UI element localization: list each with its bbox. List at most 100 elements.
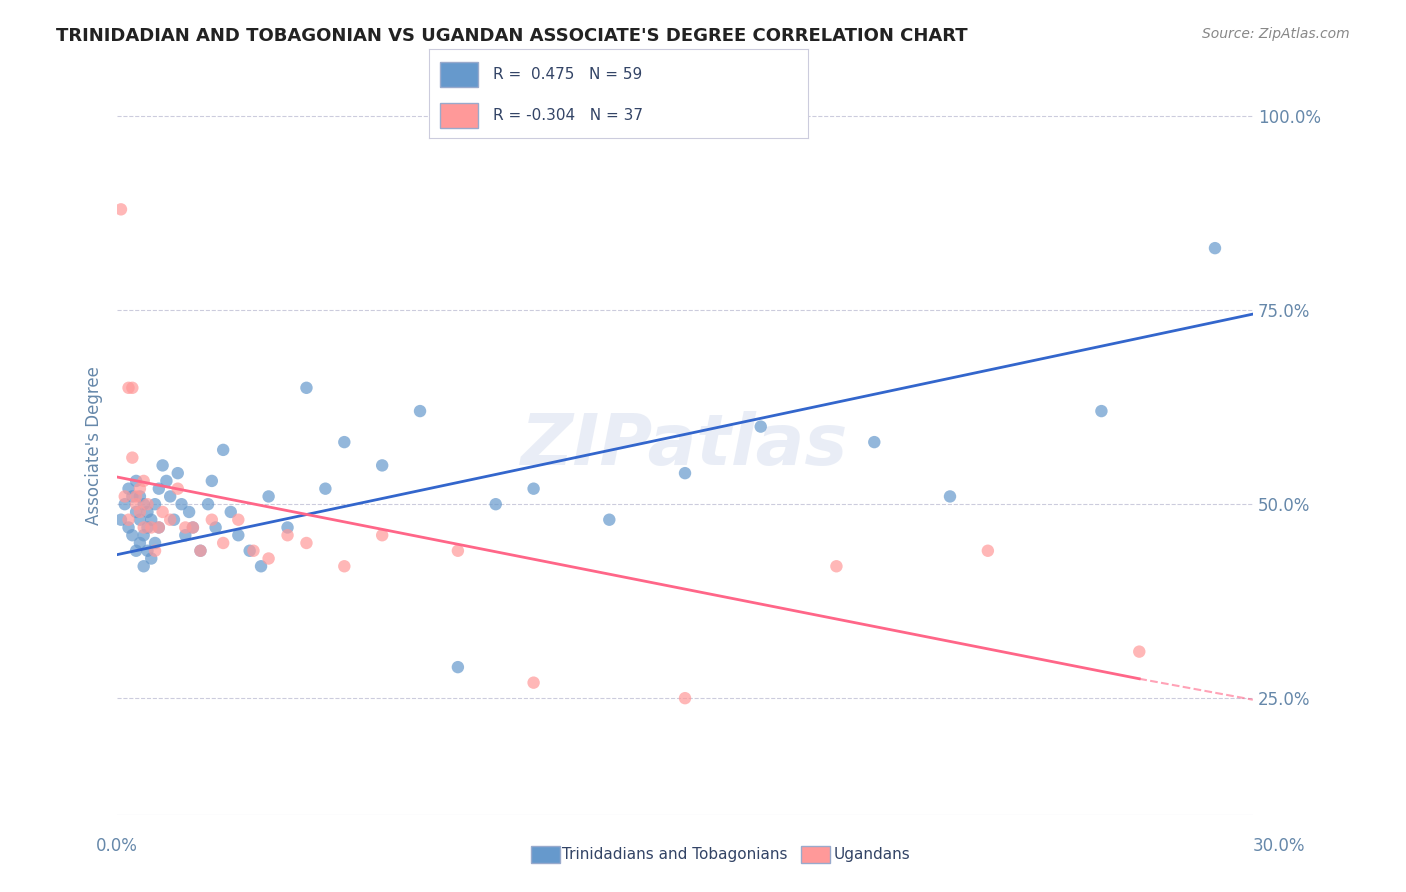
Point: [125, 474, 148, 488]
Point: [143, 536, 166, 550]
Point: [257, 490, 280, 504]
Point: [159, 513, 181, 527]
Point: [201, 474, 224, 488]
Point: [523, 675, 546, 690]
Point: [250, 559, 273, 574]
Text: Trinidadians and Tobagonians: Trinidadians and Tobagonians: [562, 847, 787, 862]
Point: [125, 505, 148, 519]
Point: [447, 660, 470, 674]
Point: [125, 543, 148, 558]
Point: [598, 513, 620, 527]
Point: [673, 691, 696, 706]
Point: [939, 490, 962, 504]
Point: [673, 466, 696, 480]
Point: [277, 528, 299, 542]
Point: [447, 543, 470, 558]
Point: [333, 435, 356, 450]
Point: [314, 482, 336, 496]
Point: [117, 381, 139, 395]
Point: [132, 497, 155, 511]
Point: [163, 513, 186, 527]
Text: 0.0%: 0.0%: [96, 837, 138, 855]
Point: [136, 505, 159, 519]
Point: [152, 458, 174, 473]
Point: [155, 474, 177, 488]
Point: [129, 490, 152, 504]
Point: [825, 559, 848, 574]
Point: [295, 536, 318, 550]
Point: [129, 482, 152, 496]
Point: [110, 202, 132, 217]
Y-axis label: Associate's Degree: Associate's Degree: [86, 367, 103, 525]
Point: [242, 543, 264, 558]
Point: [136, 543, 159, 558]
FancyBboxPatch shape: [440, 62, 478, 87]
Point: [863, 435, 886, 450]
Point: [114, 497, 136, 511]
Point: [141, 551, 163, 566]
Point: [148, 520, 170, 534]
Point: [212, 536, 235, 550]
Point: [204, 520, 226, 534]
Point: [129, 513, 152, 527]
Point: [239, 543, 262, 558]
Point: [114, 490, 136, 504]
FancyBboxPatch shape: [440, 103, 478, 128]
Point: [121, 490, 143, 504]
Point: [219, 505, 242, 519]
Text: 30.0%: 30.0%: [1253, 837, 1305, 855]
Point: [117, 513, 139, 527]
Point: [371, 458, 394, 473]
Point: [136, 520, 159, 534]
Point: [141, 513, 163, 527]
Point: [333, 559, 356, 574]
Point: [129, 536, 152, 550]
Point: [485, 497, 508, 511]
Point: [371, 528, 394, 542]
Point: [977, 543, 1000, 558]
Text: R =  0.475   N = 59: R = 0.475 N = 59: [494, 67, 643, 81]
Point: [179, 505, 201, 519]
Text: R = -0.304   N = 37: R = -0.304 N = 37: [494, 108, 644, 122]
Point: [125, 497, 148, 511]
Point: [1090, 404, 1112, 418]
Point: [212, 442, 235, 457]
Point: [143, 497, 166, 511]
Point: [523, 482, 546, 496]
Text: Source: ZipAtlas.com: Source: ZipAtlas.com: [1202, 27, 1350, 41]
Point: [129, 505, 152, 519]
Point: [181, 520, 204, 534]
Text: ZIPatlas: ZIPatlas: [522, 411, 849, 481]
Point: [170, 497, 193, 511]
Point: [749, 419, 772, 434]
Point: [197, 497, 219, 511]
Point: [125, 490, 148, 504]
Point: [121, 450, 143, 465]
Point: [121, 381, 143, 395]
Point: [136, 497, 159, 511]
Point: [1128, 645, 1150, 659]
Point: [190, 543, 212, 558]
Point: [277, 520, 299, 534]
Point: [174, 528, 197, 542]
Point: [117, 520, 139, 534]
Point: [181, 520, 204, 534]
Point: [152, 505, 174, 519]
Point: [110, 513, 132, 527]
Point: [143, 543, 166, 558]
Point: [1204, 241, 1226, 255]
Point: [174, 520, 197, 534]
Point: [148, 520, 170, 534]
Point: [228, 513, 250, 527]
Point: [166, 466, 188, 480]
Point: [201, 513, 224, 527]
Text: TRINIDADIAN AND TOBAGONIAN VS UGANDAN ASSOCIATE'S DEGREE CORRELATION CHART: TRINIDADIAN AND TOBAGONIAN VS UGANDAN AS…: [56, 27, 967, 45]
Point: [166, 482, 188, 496]
Point: [257, 551, 280, 566]
Point: [159, 490, 181, 504]
Point: [295, 381, 318, 395]
Point: [228, 528, 250, 542]
Point: [132, 520, 155, 534]
Point: [121, 528, 143, 542]
Point: [132, 528, 155, 542]
